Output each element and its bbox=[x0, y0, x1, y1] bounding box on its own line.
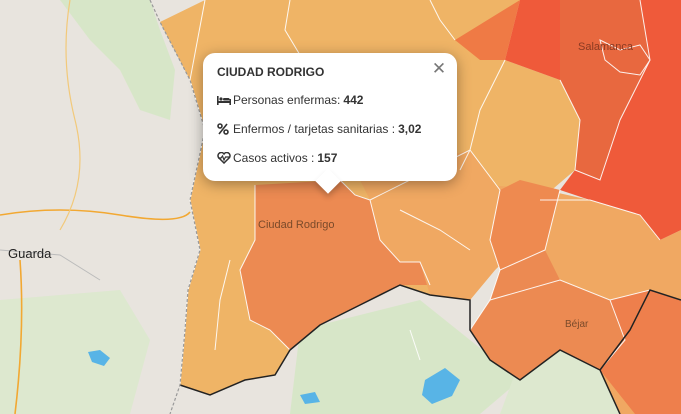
road bbox=[59, 0, 81, 231]
bed-icon bbox=[217, 94, 231, 106]
region-bejar[interactable] bbox=[470, 280, 625, 380]
stat-row-sick-people: Personas enfermas: 442 bbox=[217, 93, 443, 107]
terrain-patch bbox=[290, 300, 520, 414]
road bbox=[0, 209, 191, 221]
terrain-patch bbox=[60, 0, 175, 120]
road bbox=[0, 249, 101, 281]
province-border bbox=[179, 284, 681, 414]
popup-title: CIUDAD RODRIGO bbox=[217, 65, 325, 79]
terrain-patch bbox=[0, 290, 150, 414]
stat-row-ratio: Enfermos / tarjetas sanitarias : 3,02 bbox=[217, 122, 443, 136]
stat-row-active-cases: Casos activos : 157 bbox=[217, 151, 443, 165]
region-northeast[interactable] bbox=[455, 0, 520, 60]
water bbox=[88, 350, 110, 366]
stat-label: Personas enfermas: bbox=[233, 93, 341, 107]
stat-value: 157 bbox=[317, 151, 338, 165]
region-sierra[interactable] bbox=[490, 250, 560, 300]
heartbeat-icon bbox=[217, 152, 231, 164]
district-borders bbox=[179, 0, 681, 386]
region-ciudad-rodrigo[interactable] bbox=[240, 180, 430, 350]
region-salamanca-dark[interactable] bbox=[560, 0, 650, 180]
country-border bbox=[149, 0, 206, 414]
region-info-popup: CIUDAD RODRIGO ✕ Personas enfermas: 442 … bbox=[203, 53, 457, 194]
road bbox=[14, 259, 23, 414]
water bbox=[422, 368, 460, 404]
close-icon[interactable]: ✕ bbox=[431, 59, 447, 78]
region-east-lower[interactable] bbox=[600, 290, 681, 414]
stat-value: 442 bbox=[343, 93, 364, 107]
percent-icon bbox=[217, 123, 231, 135]
stat-label: Enfermos / tarjetas sanitarias : bbox=[233, 122, 396, 136]
water bbox=[300, 392, 320, 404]
stat-value: 3,02 bbox=[398, 122, 422, 136]
region-mid-orange[interactable] bbox=[490, 180, 560, 270]
stat-label: Casos activos : bbox=[233, 151, 315, 165]
